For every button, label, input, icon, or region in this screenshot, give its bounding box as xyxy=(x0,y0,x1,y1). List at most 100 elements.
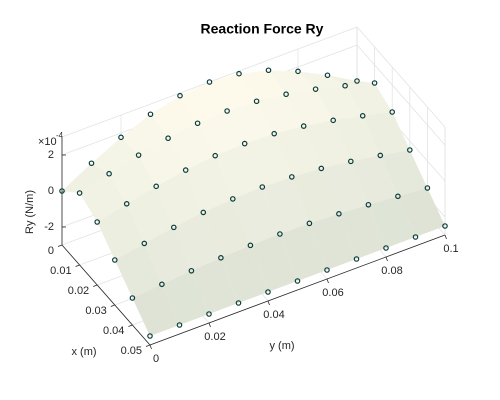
x-tick-label: 0.02 xyxy=(68,285,89,297)
data-marker xyxy=(235,300,242,306)
surface-patch xyxy=(368,196,416,248)
data-marker xyxy=(212,152,219,159)
surface-patch xyxy=(338,204,386,259)
surface-patch xyxy=(203,198,251,258)
surface-patch xyxy=(227,101,275,144)
data-marker xyxy=(241,140,248,147)
data-marker xyxy=(283,91,289,98)
data-marker xyxy=(153,183,160,190)
surface-patch xyxy=(333,115,381,162)
x-axis-label: x (m) xyxy=(71,346,96,358)
y-axis-label: y (m) xyxy=(269,340,294,352)
x-tick-label: 0.05 xyxy=(121,345,142,357)
z-scale-power: -4 xyxy=(56,131,64,140)
surface-patch xyxy=(327,75,375,86)
data-marker xyxy=(259,184,266,190)
data-marker xyxy=(129,295,136,301)
data-marker xyxy=(389,109,396,115)
y-tick-label: 0 xyxy=(153,353,159,365)
surface-patch xyxy=(215,143,263,199)
tick-mark xyxy=(149,344,152,350)
y-tick-label: 0.06 xyxy=(322,287,343,299)
data-marker xyxy=(424,185,431,191)
y-tick-label: 0.08 xyxy=(381,265,402,277)
z-scale-base: ×10 xyxy=(38,136,57,148)
surface-patch xyxy=(298,71,346,90)
data-marker xyxy=(336,211,342,217)
y-tick-label: 0.04 xyxy=(263,309,284,321)
tick-mark xyxy=(128,324,133,327)
tick-mark xyxy=(444,234,447,240)
data-marker xyxy=(206,79,213,85)
data-marker xyxy=(371,80,378,86)
data-marker xyxy=(141,240,148,247)
data-marker xyxy=(354,78,360,84)
data-marker xyxy=(377,152,384,159)
x-tick-label: 0.04 xyxy=(103,325,124,337)
grid-line xyxy=(356,44,446,146)
data-marker xyxy=(236,70,242,77)
data-marker xyxy=(112,257,118,263)
tick-mark xyxy=(326,278,329,284)
surface-patch xyxy=(168,123,216,171)
surface-patch xyxy=(79,173,127,222)
z-tick-label: 2 xyxy=(48,149,54,161)
y-tick-label: 0.1 xyxy=(443,243,458,255)
surface-patch xyxy=(256,94,304,134)
surface-patch xyxy=(286,89,334,127)
data-marker xyxy=(271,130,278,137)
data-marker xyxy=(171,224,177,231)
tick-mark xyxy=(110,304,115,307)
data-marker xyxy=(294,278,301,284)
surface-patch xyxy=(62,163,110,193)
surface-patch xyxy=(138,138,186,187)
data-marker xyxy=(182,167,189,173)
surface-patch xyxy=(279,223,327,281)
surface-patch xyxy=(362,112,410,156)
surface-patch xyxy=(197,111,245,156)
data-marker xyxy=(224,108,230,114)
surface-patch xyxy=(303,120,351,169)
surface-patch xyxy=(156,170,204,228)
data-marker xyxy=(123,201,130,207)
surface-patch xyxy=(91,137,139,174)
box-edge xyxy=(356,26,446,128)
data-marker xyxy=(412,234,419,240)
surface-patch xyxy=(321,161,369,214)
data-marker xyxy=(147,111,154,118)
surface-patch xyxy=(274,126,322,177)
data-marker xyxy=(230,196,236,202)
z-tick-label: -2 xyxy=(44,221,54,233)
y-tick-label: 0.02 xyxy=(204,331,225,343)
surface-patch xyxy=(97,203,145,260)
surface-patch xyxy=(239,70,287,102)
surface-patch xyxy=(209,73,257,111)
data-marker xyxy=(194,120,201,127)
surface-patch xyxy=(191,257,239,314)
tick-mark xyxy=(385,256,388,262)
surface-patch xyxy=(161,270,209,325)
data-marker xyxy=(324,72,331,79)
data-marker xyxy=(159,281,165,288)
tick-mark xyxy=(57,244,63,247)
data-marker xyxy=(395,193,401,200)
tick-mark xyxy=(208,322,211,328)
data-marker xyxy=(406,147,413,153)
data-marker xyxy=(177,92,183,99)
surface-patch xyxy=(315,85,363,121)
surface-patch xyxy=(380,150,428,197)
data-marker xyxy=(330,117,337,124)
x-tick-label: 0.03 xyxy=(85,305,106,317)
data-marker xyxy=(265,289,271,295)
surface-patch xyxy=(291,168,339,224)
surface-patch xyxy=(232,187,280,246)
z-tick-label: 0 xyxy=(48,185,54,197)
data-marker xyxy=(265,67,272,74)
surface-patch xyxy=(109,155,157,204)
tick-mark xyxy=(145,344,151,347)
surface-patch xyxy=(185,155,233,213)
tick-mark xyxy=(267,300,270,306)
surface-patch xyxy=(126,186,174,244)
data-marker xyxy=(165,135,171,142)
